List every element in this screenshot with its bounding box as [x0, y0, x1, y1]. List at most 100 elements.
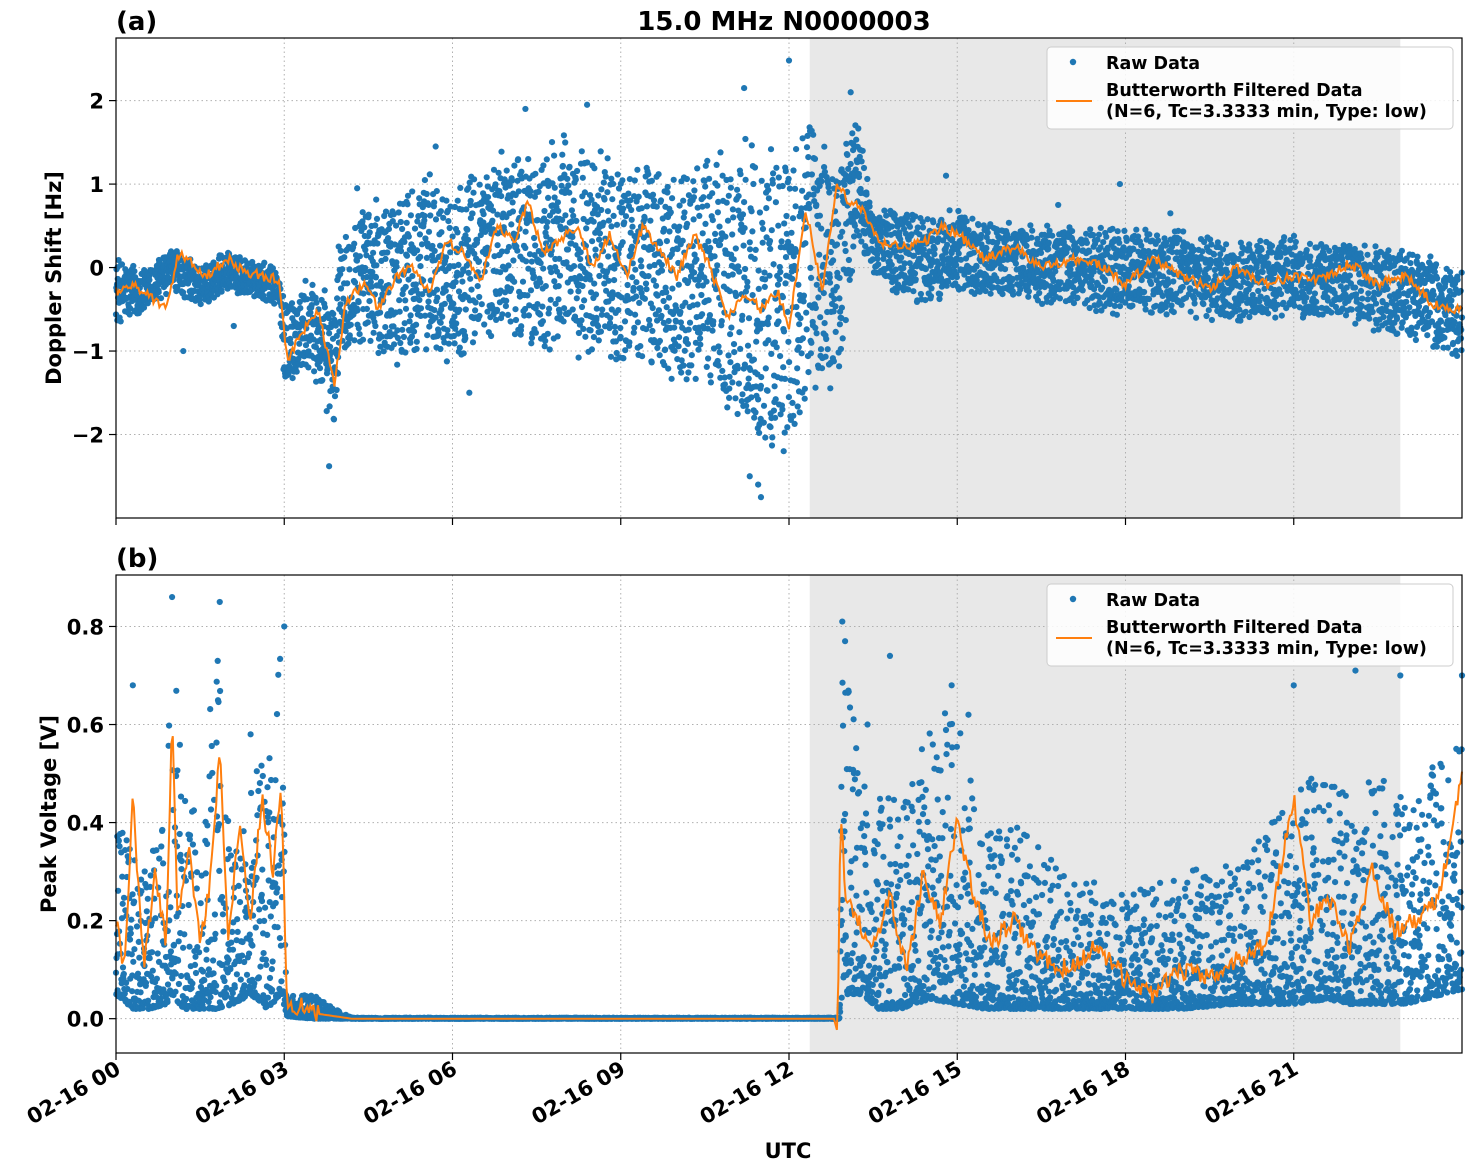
raw-data-point	[679, 237, 686, 244]
raw-data-point	[637, 343, 644, 350]
raw-data-point	[837, 345, 845, 353]
raw-data-point	[450, 300, 457, 307]
raw-data-point	[421, 177, 428, 184]
raw-data-point	[579, 174, 586, 181]
raw-data-point	[362, 246, 369, 254]
raw-data-point	[1079, 287, 1086, 294]
raw-data-point	[394, 361, 401, 368]
raw-data-point	[578, 148, 585, 155]
raw-data-point	[636, 299, 643, 306]
raw-data-point	[818, 178, 825, 185]
raw-data-point	[555, 207, 562, 214]
raw-data-point	[666, 228, 673, 235]
raw-data-point	[573, 295, 580, 302]
raw-data-point	[756, 429, 763, 436]
raw-data-point	[373, 215, 381, 222]
raw-data-point	[662, 346, 669, 353]
raw-data-point	[475, 258, 483, 265]
raw-data-point	[592, 291, 600, 298]
raw-data-point	[676, 334, 683, 341]
raw-data-point	[1208, 316, 1215, 324]
raw-data-point	[641, 295, 649, 302]
raw-data-point	[592, 246, 599, 253]
raw-data-point	[714, 262, 721, 269]
raw-data-point	[1179, 283, 1186, 291]
raw-data-point	[729, 379, 736, 386]
raw-data-point	[736, 268, 743, 275]
raw-data-point	[1097, 224, 1104, 231]
raw-data-point	[647, 217, 654, 224]
raw-data-point	[800, 292, 808, 299]
raw-data-point	[806, 205, 813, 212]
raw-data-point	[605, 253, 612, 260]
raw-data-point	[1328, 309, 1335, 316]
raw-data-point	[469, 339, 477, 346]
raw-data-point	[393, 263, 400, 270]
raw-data-point	[402, 305, 410, 312]
raw-data-point	[758, 177, 765, 184]
raw-data-point	[438, 229, 445, 236]
raw-data-point	[416, 296, 423, 304]
raw-data-point	[459, 278, 466, 285]
raw-data-point	[625, 190, 632, 197]
raw-data-point	[515, 188, 522, 195]
raw-data-point	[785, 338, 792, 345]
raw-data-point	[514, 247, 521, 254]
raw-data-point	[591, 165, 598, 172]
raw-data-point	[786, 359, 793, 366]
raw-data-point	[595, 323, 602, 330]
raw-data-point	[624, 281, 631, 289]
raw-data-point	[344, 280, 351, 287]
raw-data-point	[1023, 242, 1030, 249]
raw-data-point	[704, 157, 711, 164]
raw-data-point	[1278, 312, 1285, 319]
raw-data-point	[737, 171, 744, 178]
raw-data-point	[445, 218, 452, 225]
raw-data-point	[739, 391, 746, 398]
raw-data-point	[437, 345, 444, 353]
raw-data-point	[732, 395, 739, 402]
raw-data-point	[699, 230, 706, 237]
raw-data-point	[1074, 294, 1081, 301]
raw-data-point	[425, 298, 432, 305]
raw-data-point	[508, 221, 515, 228]
raw-data-point	[453, 320, 460, 327]
raw-data-point	[859, 147, 866, 154]
raw-data-point	[1290, 232, 1298, 239]
raw-data-point	[836, 274, 843, 281]
raw-data-point	[269, 265, 276, 272]
raw-data-point	[812, 324, 819, 331]
raw-data-point	[511, 278, 518, 285]
raw-data-point	[799, 335, 807, 342]
raw-data-point	[749, 228, 756, 235]
raw-data-point	[726, 385, 733, 392]
raw-data-point	[425, 228, 433, 235]
raw-data-point	[769, 434, 776, 441]
raw-data-point	[407, 212, 414, 219]
raw-data-point	[711, 253, 718, 260]
raw-data-point	[635, 193, 642, 200]
raw-data-point	[767, 245, 774, 252]
raw-data-point	[1257, 237, 1264, 244]
raw-data-point	[656, 337, 664, 344]
raw-data-point	[782, 254, 790, 261]
raw-data-point	[1213, 302, 1220, 309]
raw-data-point	[818, 225, 825, 232]
raw-data-point	[364, 319, 371, 326]
raw-data-point	[1005, 219, 1013, 226]
raw-data-point	[334, 295, 341, 302]
raw-data-point	[807, 264, 814, 271]
raw-data-point	[775, 222, 782, 229]
raw-data-point	[1121, 227, 1128, 234]
raw-data-point	[326, 330, 333, 337]
raw-data-point	[963, 218, 970, 225]
raw-data-point	[741, 225, 748, 232]
raw-data-point	[658, 312, 665, 319]
raw-data-point	[842, 247, 849, 255]
raw-data-point	[768, 227, 775, 234]
raw-data-point	[855, 125, 862, 132]
raw-data-point	[367, 337, 374, 344]
raw-data-point	[1155, 237, 1162, 244]
raw-data-point	[542, 337, 549, 344]
raw-data-point	[416, 231, 423, 238]
